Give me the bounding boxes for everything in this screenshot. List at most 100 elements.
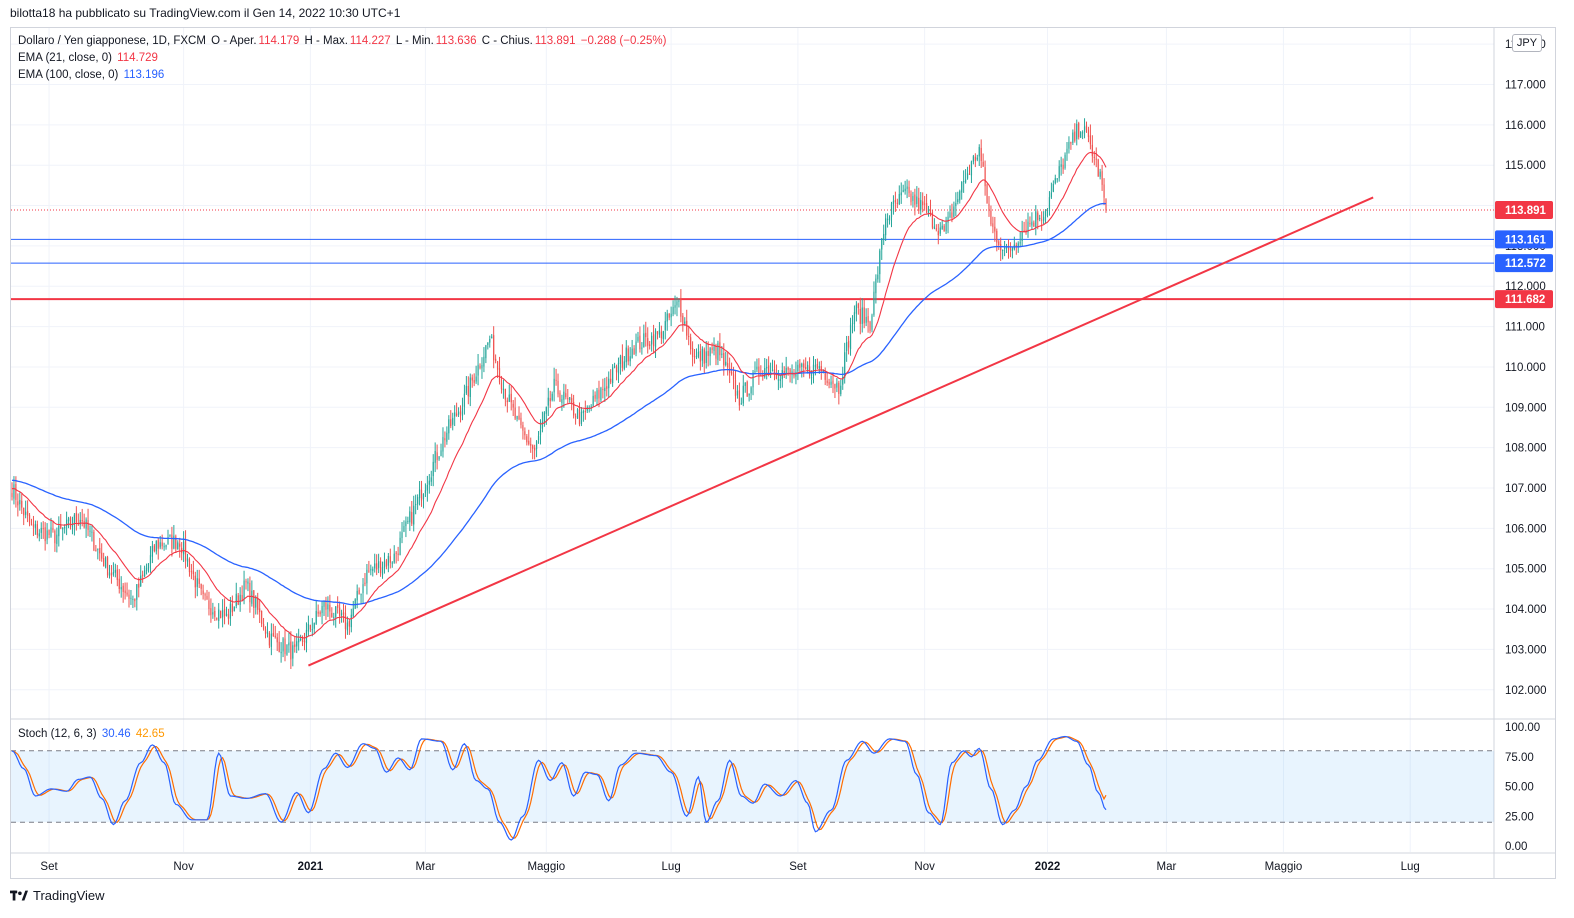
candle-body: [362, 584, 364, 594]
candle-body: [1011, 248, 1014, 252]
candle-body: [145, 567, 148, 571]
candle-body: [216, 618, 218, 620]
candle-body: [795, 371, 797, 377]
candle-body: [830, 381, 832, 385]
candle-body: [360, 594, 362, 596]
candle-body: [114, 569, 116, 573]
candle-body: [40, 527, 42, 533]
candle-body: [161, 542, 163, 547]
candle-body: [183, 541, 185, 555]
candle-body: [112, 572, 115, 575]
candle-body: [941, 225, 943, 229]
candle-body: [223, 609, 226, 616]
candle-body: [635, 341, 637, 354]
candle-body: [475, 376, 477, 382]
candle-body: [1058, 166, 1060, 179]
candle-body: [79, 519, 81, 525]
candle-body: [97, 548, 99, 550]
candle-body: [902, 190, 904, 192]
candle-body: [756, 366, 758, 370]
candle-body: [721, 353, 723, 355]
candle-body: [325, 601, 327, 610]
candle-body: [175, 536, 177, 549]
candle-body: [775, 373, 778, 379]
candle-body: [863, 307, 865, 324]
candle-body: [502, 388, 505, 391]
candles: [11, 118, 1107, 670]
candle-body: [227, 614, 230, 619]
candle-body: [959, 191, 961, 201]
candle-body: [873, 291, 875, 315]
candle-body: [280, 651, 282, 654]
candle-body: [317, 611, 319, 614]
candle-body: [818, 366, 820, 369]
candle-body: [898, 194, 900, 205]
candle-body: [670, 313, 672, 318]
candle-body: [840, 385, 842, 395]
candle-body: [621, 355, 623, 368]
candle-body: [730, 371, 733, 375]
candle-body: [122, 585, 124, 592]
candle-body: [549, 398, 551, 402]
candle-body: [879, 250, 881, 275]
candle-body: [966, 173, 969, 179]
candle-body: [376, 563, 378, 570]
candle-body: [637, 336, 639, 341]
candle-body: [73, 514, 76, 526]
candle-body: [982, 161, 984, 167]
candle-body: [582, 411, 584, 414]
candle-body: [807, 364, 809, 371]
candle-body: [67, 518, 70, 522]
candle-body: [1041, 219, 1043, 221]
candle-body: [251, 590, 253, 604]
candle-body: [834, 384, 836, 389]
candle-body: [212, 612, 214, 615]
main-pane: [11, 118, 1494, 670]
candle-body: [1062, 164, 1064, 170]
candle-body: [773, 369, 776, 376]
candle-body: [104, 557, 107, 568]
candle-body: [179, 543, 181, 547]
candle-body: [339, 607, 341, 617]
candle-body: [1076, 123, 1078, 140]
stoch-tick-label: 0.00: [1505, 841, 1527, 853]
candle-body: [543, 412, 545, 422]
candle-body: [28, 515, 31, 524]
candle-body: [200, 583, 202, 589]
stoch-d-value: 42.65: [135, 728, 165, 740]
candle-body: [793, 372, 795, 377]
candle-body: [420, 489, 423, 501]
candle-body: [892, 201, 895, 205]
candle-body: [496, 361, 499, 370]
candle-body: [210, 608, 212, 616]
candle-body: [1074, 131, 1076, 141]
candle-body: [284, 638, 286, 654]
candle-body: [454, 412, 456, 417]
legend-high-value: 114.227: [349, 35, 391, 47]
currency-button[interactable]: JPY: [1512, 34, 1542, 52]
candle-body: [506, 400, 508, 403]
candle-body: [165, 544, 167, 548]
candle-body: [512, 403, 514, 408]
candle-body: [713, 346, 715, 352]
time-tick-label: Maggio: [1265, 861, 1303, 873]
candle-body: [249, 582, 251, 603]
candle-body: [656, 331, 659, 334]
candle-body: [651, 335, 653, 345]
candle-body: [896, 202, 898, 204]
candle-body: [83, 521, 85, 528]
candle-body: [186, 558, 189, 562]
price-tick-label: 111.000: [1505, 322, 1545, 334]
candle-body: [1046, 209, 1049, 211]
candle-body: [569, 397, 571, 401]
candle-body: [750, 387, 752, 394]
candle-body: [171, 534, 173, 549]
candle-body: [418, 489, 421, 499]
candle-body: [1005, 247, 1008, 249]
candle-body: [976, 157, 978, 160]
candle-body: [871, 315, 873, 330]
candle-body: [383, 561, 386, 568]
candle-body: [524, 431, 526, 436]
price-label-box: [1495, 290, 1553, 309]
